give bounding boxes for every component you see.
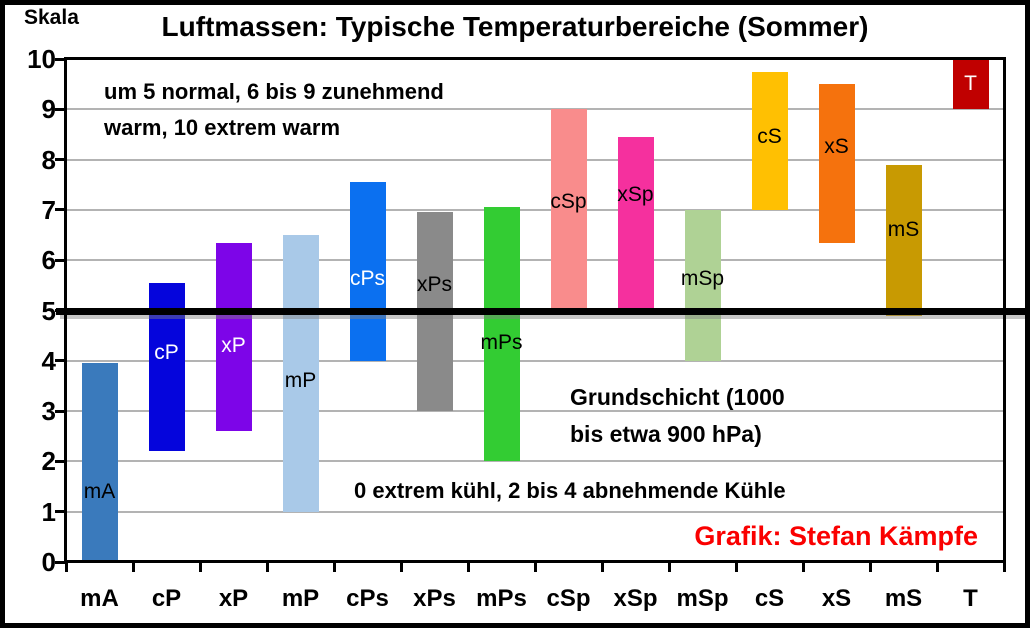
x-tick-12 [868,563,872,572]
x-tick-13 [935,563,939,572]
x-tick-5 [399,563,403,572]
x-tick-label-cS: cS [754,585,785,612]
y-tick-1 [55,510,66,514]
bar-label-cSp: cSp [550,190,587,214]
x-tick-3 [265,563,269,572]
y-tick-label-9: 9 [41,94,56,125]
bar-label-mSp: mSp [680,267,725,291]
x-tick-9 [667,563,671,572]
y-tick-0 [55,560,66,564]
x-tick-4 [332,563,336,572]
annotation-grundschicht: Grundschicht (1000 bis etwa 900 hPa) [570,379,785,453]
bar-cSp [550,109,587,311]
x-tick-label-mS: mS [884,585,923,612]
y-tick-8 [55,158,66,162]
y-tick-label-10: 10 [27,44,56,74]
bar-label-mA: mA [83,479,116,503]
bar-label-cS: cS [757,124,782,148]
y-tick-5 [55,309,66,312]
x-tick-10 [734,563,738,572]
annotation-grundschicht-line2: bis etwa 900 hPa) [570,421,762,447]
x-tick-label-mA: mA [80,585,119,612]
x-tick-label-T: T [963,585,978,612]
plot-area: mA cP xP mP cPs xPs mPs cSp xSp mSp cS xS mS T [56,59,1027,562]
y-tick-label-0: 0 [41,547,56,577]
x-tick-14 [1002,563,1006,572]
y-tick-7 [55,208,66,212]
x-tick-label-mPs: mPs [476,585,527,612]
bar-label-T: T [964,72,977,96]
y-tick-label-7: 7 [41,194,56,225]
y-tick-label-8: 8 [41,144,56,175]
bar-cPs [349,182,386,361]
bar-mS [885,164,922,316]
y-tick-label-3: 3 [41,396,56,427]
y-tick-2 [55,459,66,463]
bar-label-xSp: xSp [617,182,654,206]
gridline-3 [66,410,1004,413]
y-tick-10 [55,57,66,61]
bar-label-cPs: cPs [349,267,385,291]
x-tick-11 [801,563,805,572]
credit-text: Grafik: Stefan Kämpfe [694,521,978,551]
y-tick-label-4: 4 [41,345,56,376]
y-tick-label-5: 5 [41,295,56,326]
bar-T [952,59,989,110]
x-tick-0 [64,563,68,572]
bar-label-mP: mP [284,368,317,392]
x-tick-8 [600,563,604,572]
bar-mPs [483,207,520,462]
bar-xP [215,242,252,432]
gridline-1 [66,510,1004,513]
bar-label-xP: xP [221,333,246,357]
y-tick-3 [55,409,66,413]
y-tick-label-2: 2 [41,446,56,477]
gridline-7 [66,208,1004,211]
y-tick-6 [55,258,66,262]
chart-title: Luftmassen: Typische Temperaturbereiche … [161,11,869,42]
x-tick-label-mSp: mSp [676,585,729,612]
x-tick-1 [131,563,135,572]
x-tick-label-xS: xS [821,585,852,612]
x-tick-label-xPs: xPs [413,585,456,612]
bar-label-xPs: xPs [416,273,452,297]
baseline-5 [56,307,1027,315]
y-axis-title: Skala [24,6,79,29]
y-tick-label-6: 6 [41,245,56,276]
annotation-warm-note: um 5 normal, 6 bis 9 zunehmend warm, 10 … [104,74,444,146]
bar-mP [282,235,319,512]
bar-label-cP: cP [154,341,179,365]
x-tick-label-mP: mP [281,585,320,612]
bar-xSp [617,136,654,311]
x-tick-label-cP: cP [151,585,182,612]
x-tick-label-xP: xP [218,585,249,612]
x-tick-2 [198,563,202,572]
gridline-8 [66,158,1004,161]
bar-xS [818,84,855,243]
gridline-2 [66,460,1004,463]
x-tick-label-cSp: cSp [546,585,591,612]
bar-label-mPs: mPs [480,331,523,355]
gridline-6 [66,259,1004,262]
gridline-9 [66,108,1004,111]
bar-mSp [684,209,721,361]
bar-cS [751,71,788,210]
annotation-warm-note-line2: warm, 10 extrem warm [104,115,341,140]
bar-mA [81,363,118,562]
y-tick-9 [55,107,66,111]
y-tick-4 [55,359,66,363]
annotation-cool-note: 0 extrem kühl, 2 bis 4 abnehmende Kühle [354,478,786,503]
gridline-4 [66,359,1004,362]
y-tick-label-1: 1 [41,496,56,527]
x-tick-6 [466,563,470,572]
x-tick-label-xSp: xSp [613,585,658,612]
x-tick-7 [533,563,537,572]
bar-label-mS: mS [887,218,920,242]
annotation-warm-note-line1: um 5 normal, 6 bis 9 zunehmend [104,79,444,104]
annotation-grundschicht-line1: Grundschicht (1000 [570,384,785,410]
bar-label-xS: xS [824,135,849,159]
x-tick-label-cPs: cPs [346,585,389,612]
